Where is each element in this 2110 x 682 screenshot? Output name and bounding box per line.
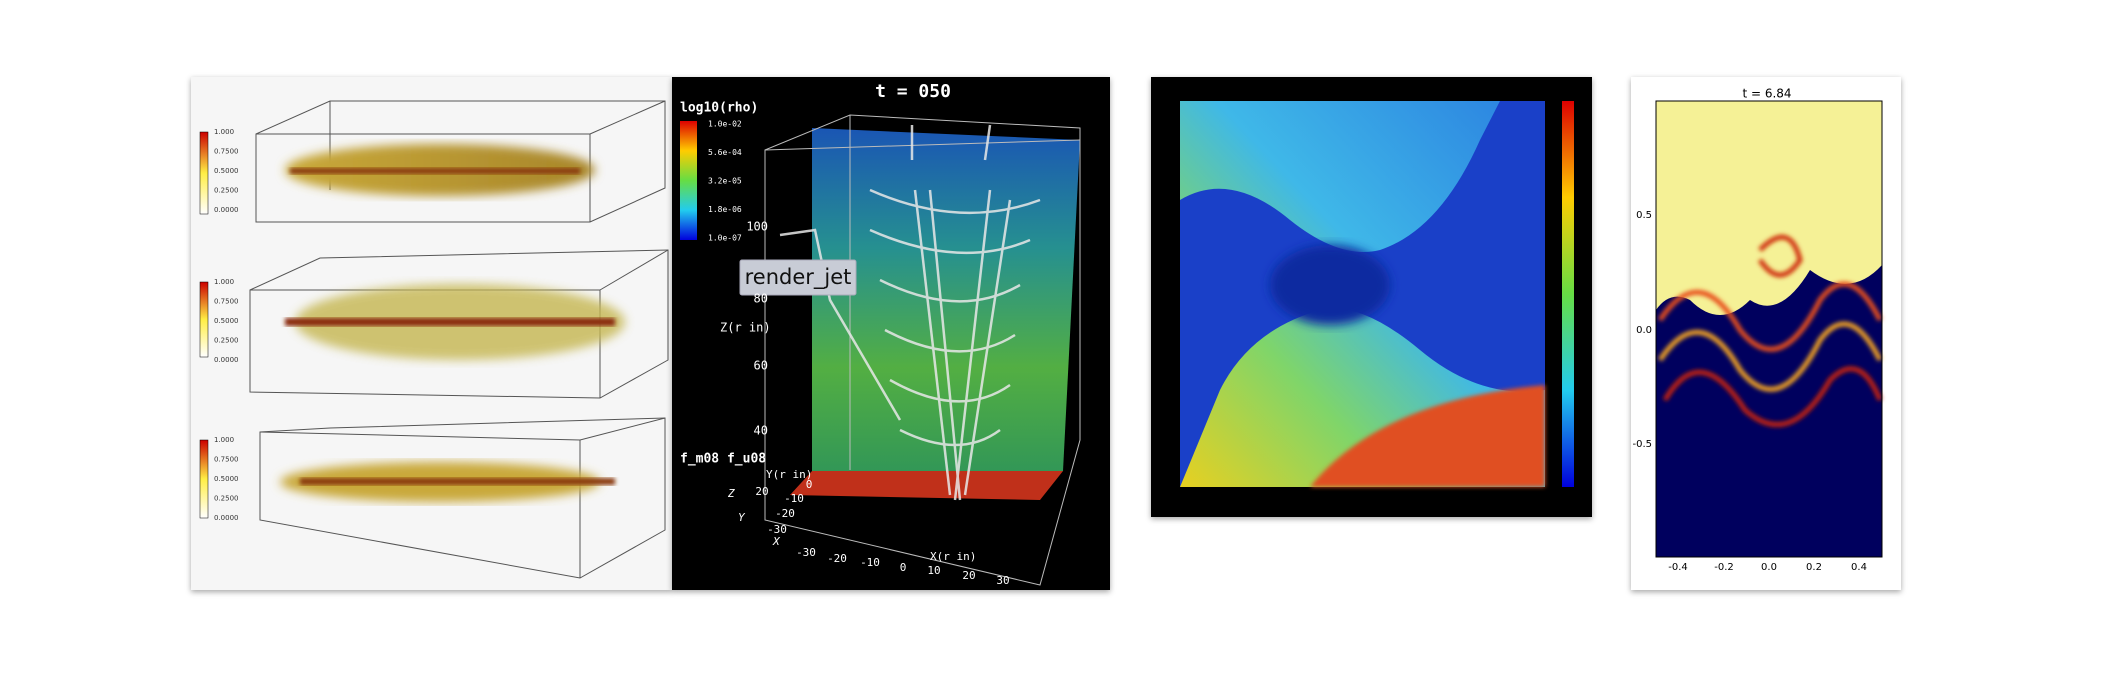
z-tick-label: 60 bbox=[754, 359, 768, 373]
render-title: t = 050 bbox=[875, 81, 951, 102]
colorbar-tick-label: 0.2500 bbox=[214, 187, 239, 195]
z-tick-label: 100 bbox=[746, 220, 768, 234]
y-tick-label: 0.5 bbox=[1636, 210, 1652, 221]
colorbar-tick-label: 5.6e-04 bbox=[708, 148, 742, 157]
y-tick-label: 20 bbox=[755, 485, 768, 498]
x-tick-label: 0.4 bbox=[1851, 562, 1867, 573]
colorbar-tick-label: 0.0000 bbox=[214, 514, 239, 522]
x-tick-label: 0.2 bbox=[1806, 562, 1822, 573]
x-tick-label: -0.4 bbox=[1668, 562, 1688, 573]
y-tick-label: 0 bbox=[806, 478, 813, 491]
x-tick-label: 30 bbox=[996, 574, 1009, 587]
axis-letter: X bbox=[772, 535, 781, 548]
colorbar-tick-label: 0.7500 bbox=[214, 298, 239, 306]
colorbar-tick-label: 1.000 bbox=[214, 436, 234, 444]
x-tick-label: 0.0 bbox=[1761, 562, 1777, 573]
colorbar-tick-label: 0.2500 bbox=[214, 495, 239, 503]
z-tick-label: 40 bbox=[754, 424, 768, 438]
colorbar-tick-label: 0.0000 bbox=[214, 356, 239, 364]
file-label: f_m08 f_u08 bbox=[680, 452, 766, 467]
z-tick-label: 80 bbox=[754, 292, 768, 306]
colorbar-tick-label: 0.5000 bbox=[214, 475, 239, 483]
y-tick-label: -10 bbox=[784, 492, 804, 505]
axis-label: Z(r in) bbox=[720, 321, 771, 335]
colorbar-title: log10(rho) bbox=[680, 101, 758, 116]
colorbar-tick-label: 1.0e-07 bbox=[708, 234, 742, 243]
x-tick-label: -20 bbox=[827, 552, 847, 565]
swirl-plot bbox=[1180, 101, 1574, 487]
colorbar-tick-label: 3.2e-05 bbox=[708, 177, 742, 186]
colorbar-tick-label: 1.8e-06 bbox=[708, 205, 742, 214]
x-tick-label: -10 bbox=[860, 556, 880, 569]
colorbar-tick-label: 0.7500 bbox=[214, 456, 239, 464]
colorbar-tick-label: 0.2500 bbox=[214, 337, 239, 345]
y-tick-label: -20 bbox=[775, 507, 795, 520]
axis-letter: Y bbox=[738, 511, 746, 524]
x-tick-label: -0.2 bbox=[1714, 562, 1734, 573]
axis-label: X(r in) bbox=[930, 550, 976, 563]
colorbar-tick-label: 0.0000 bbox=[214, 206, 239, 214]
x-tick-label: 20 bbox=[962, 569, 975, 582]
tooltip-text: render_jet bbox=[745, 265, 852, 290]
colorbar-tick-label: 0.7500 bbox=[214, 148, 239, 156]
y-tick-label: -0.5 bbox=[1632, 439, 1652, 450]
x-tick-label: 10 bbox=[927, 564, 940, 577]
colorbar-tick-label: 1.0e-02 bbox=[708, 120, 742, 129]
axis-label: Y(r in) bbox=[766, 468, 812, 481]
mixing-title: t = 6.84 bbox=[1742, 87, 1791, 101]
x-tick-label: 0 bbox=[900, 561, 907, 574]
colorbar-tick-label: 1.000 bbox=[214, 128, 234, 136]
y-tick-label: -30 bbox=[767, 523, 787, 536]
jet-plumes bbox=[199, 131, 625, 519]
mixing-plot bbox=[1655, 100, 1883, 558]
y-tick-label: 0.0 bbox=[1636, 325, 1652, 336]
x-tick-label: -30 bbox=[796, 546, 816, 559]
colorbar-tick-label: 0.5000 bbox=[214, 317, 239, 325]
colorbar-tick-label: 0.5000 bbox=[214, 167, 239, 175]
colorbar-tick-label: 1.000 bbox=[214, 278, 234, 286]
tooltip bbox=[739, 259, 857, 296]
render-volume bbox=[680, 114, 1081, 586]
axis-letter: Z bbox=[727, 487, 735, 500]
